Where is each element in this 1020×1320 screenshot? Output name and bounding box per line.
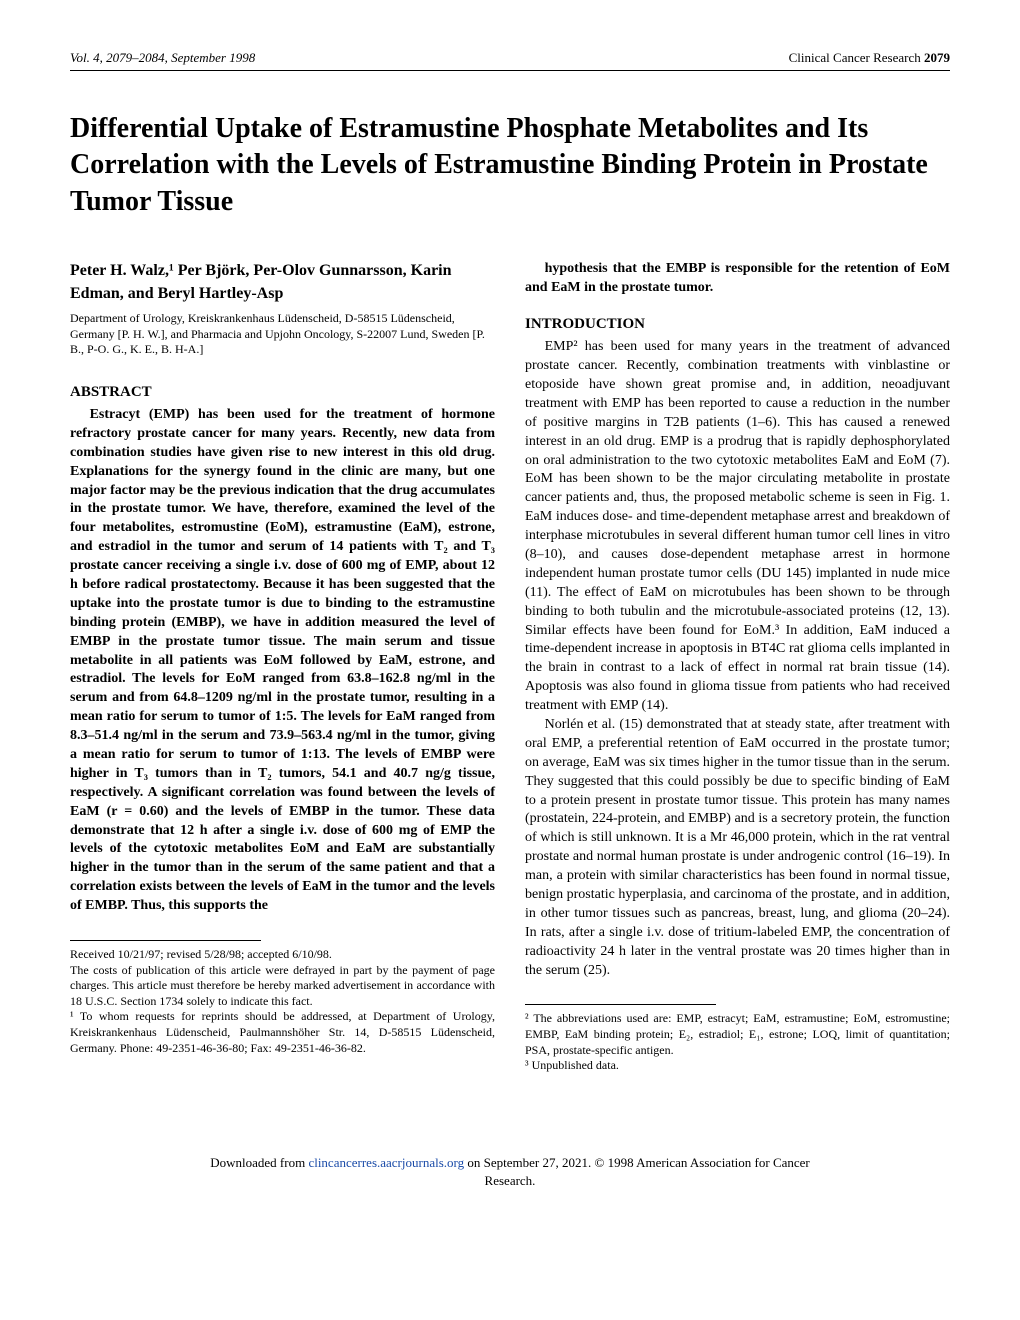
header-journal: Clinical Cancer Research xyxy=(789,50,921,65)
right-column: hypothesis that the EMBP is responsible … xyxy=(525,260,950,1074)
abstract-heading: ABSTRACT xyxy=(70,382,495,402)
intro-paragraph-1: EMP² has been used for many years in the… xyxy=(525,338,950,716)
left-column: Peter H. Walz,¹ Per Björk, Per-Olov Gunn… xyxy=(70,260,495,1074)
intro-paragraph-2: Norlén et al. (15) demonstrated that at … xyxy=(525,716,950,980)
header-pagenum: 2079 xyxy=(924,50,950,65)
footer-line2: Research. xyxy=(485,1173,536,1188)
footnote-separator xyxy=(70,940,261,947)
two-column-body: Peter H. Walz,¹ Per Björk, Per-Olov Gunn… xyxy=(70,260,950,1074)
running-header: Vol. 4, 2079–2084, September 1998 Clinic… xyxy=(70,50,950,71)
footnote-unpublished: ³ Unpublished data. xyxy=(525,1058,950,1074)
left-footnotes: Received 10/21/97; revised 5/28/98; acce… xyxy=(70,947,495,1056)
page: Vol. 4, 2079–2084, September 1998 Clinic… xyxy=(0,0,1020,1220)
footer-link[interactable]: clincancerres.aacrjournals.org xyxy=(308,1155,464,1170)
footnote-correspondence: ¹ To whom requests for reprints should b… xyxy=(70,1009,495,1056)
introduction-heading: INTRODUCTION xyxy=(525,314,950,334)
footer-post: on September 27, 2021. © 1998 American A… xyxy=(464,1155,810,1170)
footer-pre: Downloaded from xyxy=(210,1155,308,1170)
abstract-continuation: hypothesis that the EMBP is responsible … xyxy=(525,260,950,298)
abstract-body: Estracyt (EMP) has been used for the tre… xyxy=(70,406,495,916)
article-title: Differential Uptake of Estramustine Phos… xyxy=(70,111,950,220)
affiliation: Department of Urology, Kreiskrankenhaus … xyxy=(70,311,495,358)
header-left: Vol. 4, 2079–2084, September 1998 xyxy=(70,50,255,66)
footnote-received: Received 10/21/97; revised 5/28/98; acce… xyxy=(70,947,495,963)
footnote-abbreviations: ² The abbreviations used are: EMP, estra… xyxy=(525,1011,950,1058)
footnote-costs: The costs of publication of this article… xyxy=(70,963,495,1010)
author-list: Peter H. Walz,¹ Per Björk, Per-Olov Gunn… xyxy=(70,260,495,305)
download-footer: Downloaded from clincancerres.aacrjourna… xyxy=(70,1154,950,1190)
right-footnotes: ² The abbreviations used are: EMP, estra… xyxy=(525,1011,950,1073)
footnote-separator xyxy=(525,1004,716,1011)
header-right: Clinical Cancer Research 2079 xyxy=(789,50,950,66)
